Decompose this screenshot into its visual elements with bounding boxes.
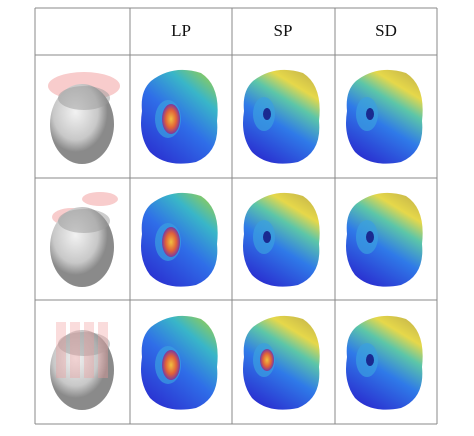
field-map xyxy=(243,315,320,410)
illustrations xyxy=(48,69,423,410)
hole xyxy=(366,108,374,120)
field-map xyxy=(346,315,423,410)
source-plane xyxy=(82,192,118,206)
head-surface xyxy=(346,315,423,410)
skull-model xyxy=(48,72,120,164)
hole xyxy=(366,231,374,243)
skull-cap xyxy=(58,209,110,233)
field-map xyxy=(141,315,218,410)
field-map xyxy=(141,69,218,164)
column-header: LP xyxy=(171,21,191,40)
column-header: SD xyxy=(375,21,397,40)
head-surface xyxy=(346,192,423,287)
skull-cap xyxy=(58,86,110,110)
table-grid xyxy=(34,7,438,425)
skull-cap xyxy=(58,332,110,356)
column-header: SP xyxy=(274,21,293,40)
hole xyxy=(162,350,180,380)
skull-model xyxy=(50,322,114,410)
hole xyxy=(162,227,180,257)
head-surface xyxy=(243,192,320,287)
field-map xyxy=(141,192,218,287)
head-surface xyxy=(243,69,320,164)
hole xyxy=(263,231,271,243)
source-column xyxy=(56,322,66,378)
hole xyxy=(263,108,271,120)
hole xyxy=(366,354,374,366)
hole xyxy=(260,349,274,371)
hole xyxy=(162,104,180,134)
head-surface xyxy=(346,69,423,164)
field-map xyxy=(243,192,320,287)
source-column xyxy=(98,322,108,378)
skull-model xyxy=(50,192,118,287)
field-map xyxy=(243,69,320,164)
source-column xyxy=(70,322,80,378)
field-map xyxy=(346,69,423,164)
field-map xyxy=(346,192,423,287)
source-column xyxy=(84,322,94,378)
head-surface xyxy=(243,315,320,410)
